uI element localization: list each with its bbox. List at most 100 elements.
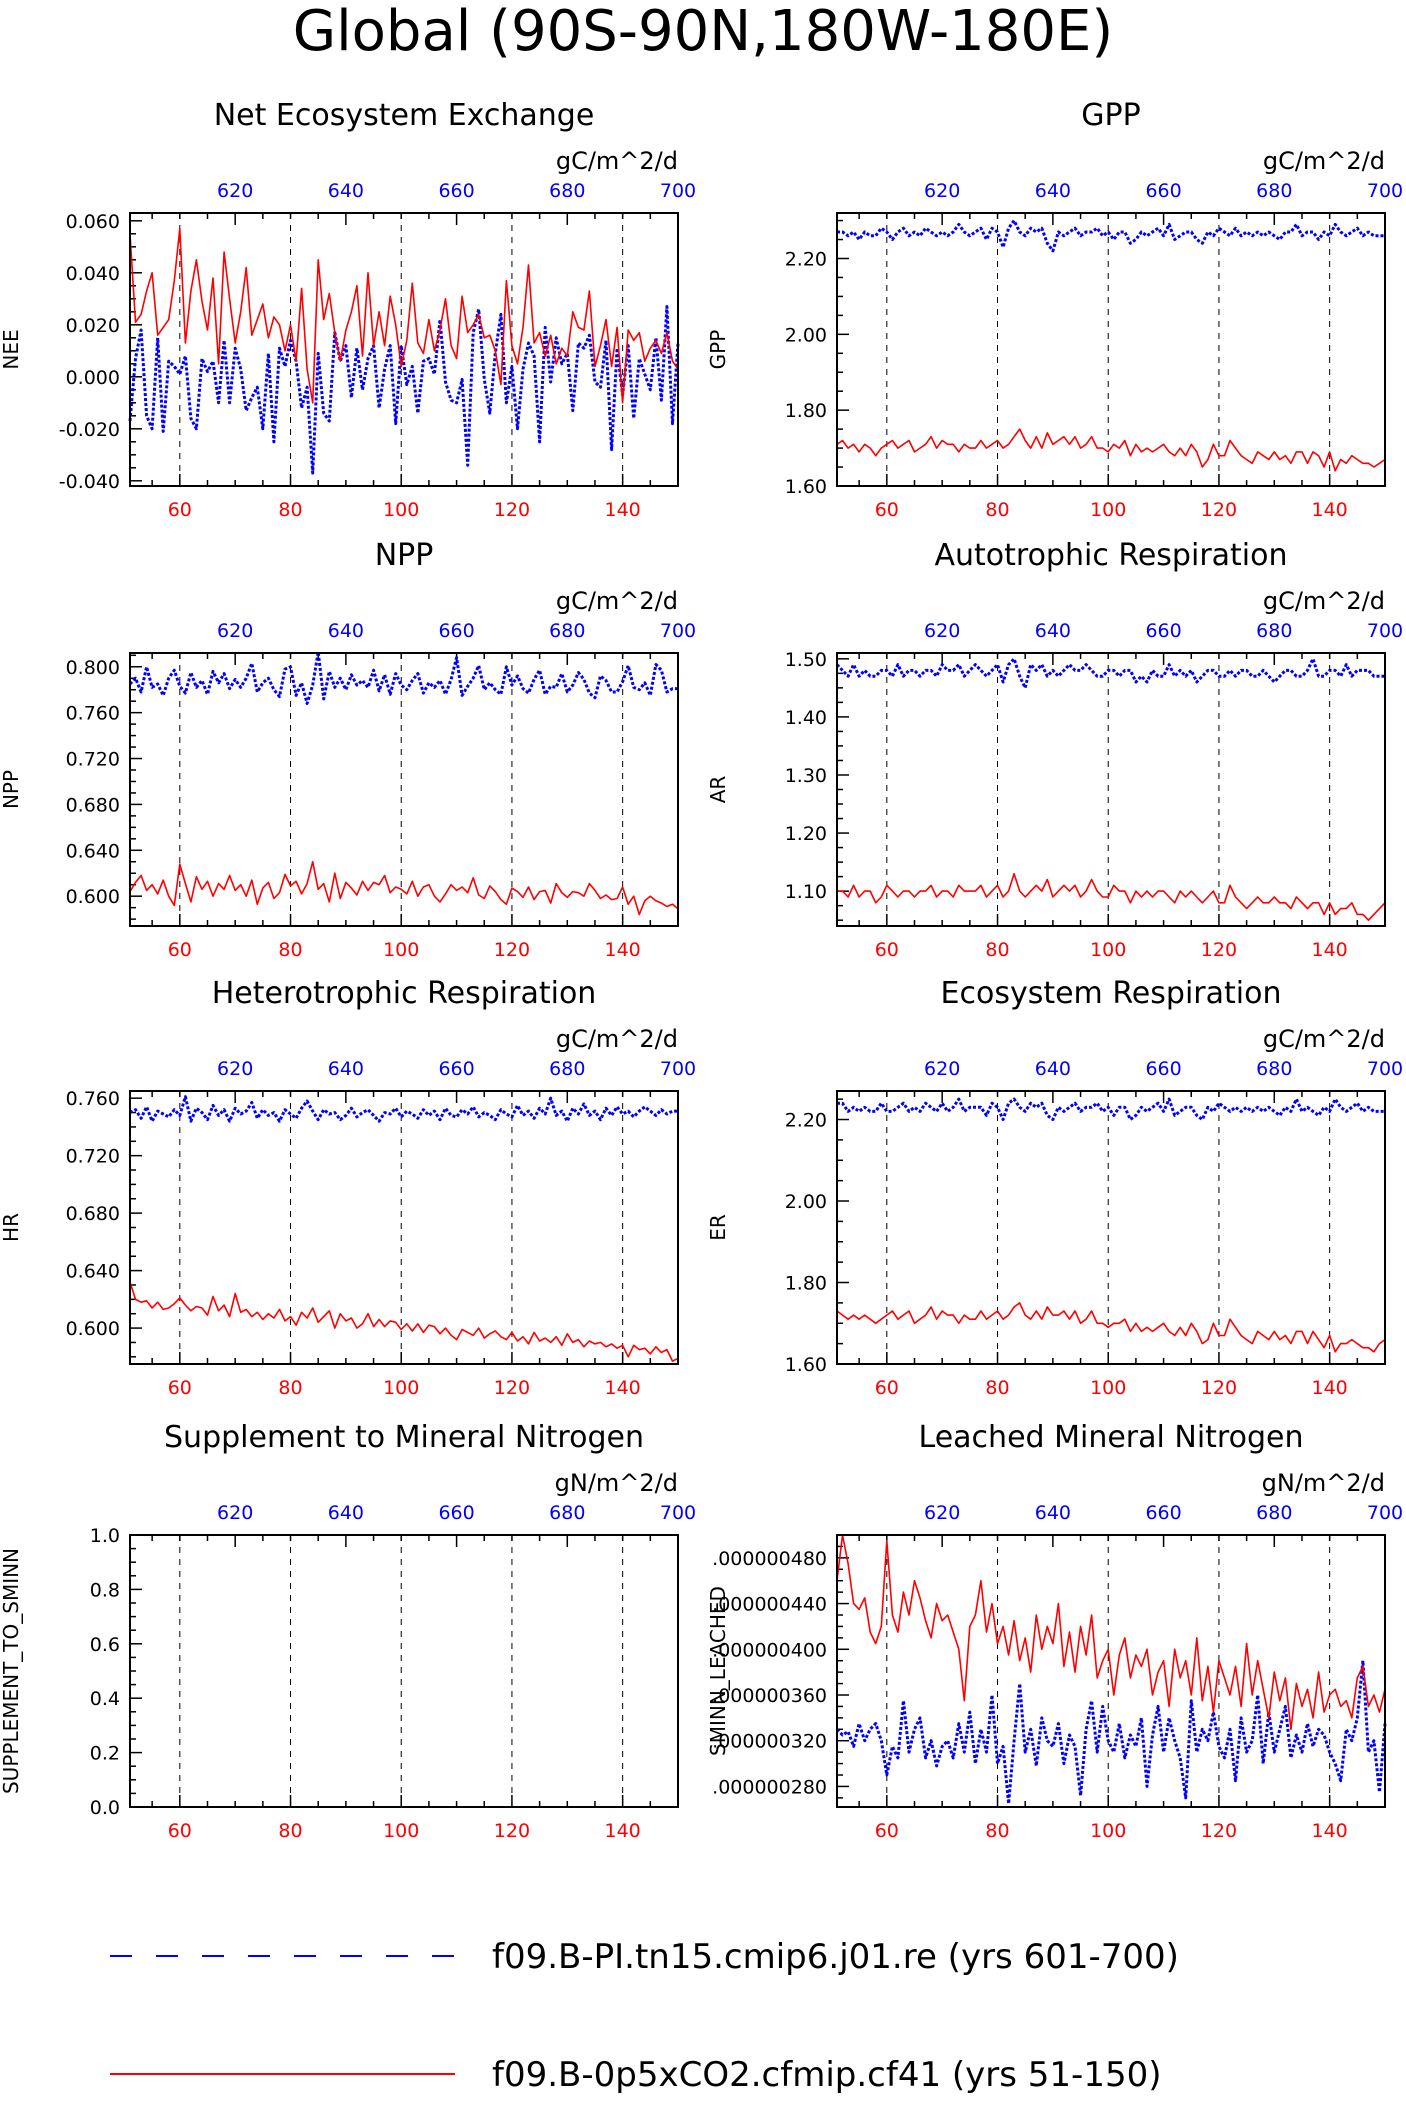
- series-line-case1: [835, 1659, 1387, 1806]
- x-tick-label-bottom: 60: [875, 1820, 899, 1842]
- y-tick-label: 0.6: [90, 1634, 120, 1656]
- x-tick-label-bottom: 100: [383, 939, 419, 961]
- x-tick-label-top: 640: [1035, 1502, 1071, 1524]
- series-line-case2: [837, 872, 1386, 922]
- legend-label-case2: f09.B-0p5xCO2.cfmip.cf41 (yrs 51-150): [492, 2055, 1161, 2095]
- x-tick-label-top: 660: [438, 1058, 474, 1080]
- x-tick-label-top: 640: [1035, 180, 1071, 202]
- chart-title: Net Ecosystem Exchange: [214, 98, 595, 133]
- y-tick-label: 1.40: [785, 707, 827, 729]
- x-tick-label-bottom: 140: [1312, 939, 1348, 961]
- x-tick-label-bottom: 60: [168, 1820, 192, 1842]
- plot-frame: [836, 1090, 1386, 1365]
- series-line-case1: [837, 219, 1385, 253]
- x-tick-label-bottom: 60: [168, 939, 192, 961]
- chart-title: Autotrophic Respiration: [934, 538, 1287, 573]
- x-tick-label-bottom: 100: [1090, 1377, 1126, 1399]
- series-line-case1: [128, 650, 678, 705]
- y-tick-label: 1.10: [785, 881, 827, 903]
- x-tick-label-bottom: 100: [383, 1820, 419, 1842]
- x-tick-label-bottom: 140: [605, 499, 641, 521]
- y-axis-label: NPP: [0, 770, 23, 809]
- y-tick-label: .000000360: [712, 1685, 827, 1707]
- x-tick-label-top: 620: [217, 1502, 253, 1524]
- x-tick-label-top: 640: [328, 1502, 364, 1524]
- y-tick-label: 0.020: [66, 315, 120, 337]
- y-axis-label: HR: [0, 1213, 23, 1242]
- y-tick-label: .000000320: [712, 1731, 827, 1753]
- units-label: gC/m^2/d: [1263, 147, 1385, 175]
- x-tick-label-top: 700: [1367, 1502, 1403, 1524]
- series-line-case2: [836, 1534, 1386, 1731]
- chart-panel: Supplement to Mineral Nitrogen gN/m^2/d SU…: [0, 1420, 696, 1842]
- x-tick-label-top: 640: [328, 1058, 364, 1080]
- series-line-case2: [129, 860, 679, 916]
- x-tick-label-bottom: 120: [494, 1377, 530, 1399]
- page-title: Global (90S-90N,180W-180E): [293, 0, 1114, 64]
- y-tick-label: 1.0: [90, 1525, 120, 1547]
- plot-frame: [129, 652, 679, 927]
- series-line-case2: [129, 227, 679, 404]
- y-axis-label: AR: [706, 776, 730, 804]
- y-tick-label: 1.50: [785, 649, 827, 671]
- x-tick-label-bottom: 120: [494, 939, 530, 961]
- y-tick-label: 0.760: [66, 1088, 120, 1110]
- x-tick-label-top: 700: [660, 1502, 696, 1524]
- y-tick-label: 1.60: [785, 476, 827, 498]
- y-axis-label: ER: [706, 1214, 730, 1241]
- y-tick-label: 0.8: [90, 1579, 120, 1601]
- x-tick-label-top: 620: [924, 180, 960, 202]
- x-tick-label-bottom: 80: [985, 499, 1009, 521]
- x-tick-label-top: 660: [1145, 1058, 1181, 1080]
- y-tick-label: 2.00: [785, 324, 827, 346]
- x-tick-label-top: 620: [924, 620, 960, 642]
- y-tick-label: -0.020: [59, 419, 120, 441]
- chart-title: Ecosystem Respiration: [941, 976, 1282, 1011]
- chart-title: Heterotrophic Respiration: [212, 976, 597, 1011]
- x-tick-label-bottom: 120: [494, 1820, 530, 1842]
- x-tick-label-top: 660: [1145, 180, 1181, 202]
- units-label: gN/m^2/d: [1262, 1469, 1385, 1497]
- units-label: gC/m^2/d: [556, 147, 678, 175]
- x-tick-label-top: 680: [1256, 180, 1292, 202]
- y-tick-label: .000000440: [712, 1594, 827, 1616]
- plot-frame: [129, 1534, 679, 1808]
- x-tick-label-bottom: 120: [1201, 499, 1237, 521]
- chart-title: Supplement to Mineral Nitrogen: [164, 1420, 644, 1455]
- y-tick-label: 2.00: [785, 1191, 827, 1213]
- x-tick-label-top: 700: [660, 620, 696, 642]
- y-tick-label: 2.20: [785, 1110, 827, 1132]
- series-line-case1: [129, 1095, 678, 1123]
- x-tick-label-bottom: 100: [1090, 499, 1126, 521]
- x-tick-label-top: 660: [1145, 1502, 1181, 1524]
- x-tick-label-bottom: 120: [1201, 1377, 1237, 1399]
- x-tick-label-bottom: 80: [278, 1377, 302, 1399]
- y-tick-label: 0.720: [66, 749, 120, 771]
- x-tick-label-top: 620: [217, 1058, 253, 1080]
- y-tick-label: 0.040: [66, 263, 120, 285]
- chart-title: NPP: [375, 538, 434, 573]
- y-tick-label: 0.800: [66, 657, 120, 679]
- x-tick-label-bottom: 140: [605, 1377, 641, 1399]
- chart-panel: NPP gC/m^2/d NPP 60 80 100 120 140 620 640 660 680 7…: [0, 538, 696, 961]
- y-tick-label: 0.600: [66, 886, 120, 908]
- x-tick-label-bottom: 80: [278, 1820, 302, 1842]
- x-tick-label-top: 620: [217, 620, 253, 642]
- x-tick-label-top: 680: [549, 180, 585, 202]
- series-line-case2: [129, 1281, 679, 1362]
- x-tick-label-bottom: 100: [383, 499, 419, 521]
- x-tick-label-top: 700: [1367, 180, 1403, 202]
- x-tick-label-top: 680: [549, 1058, 585, 1080]
- x-tick-label-bottom: 140: [605, 1820, 641, 1842]
- y-axis-label: NEE: [0, 329, 23, 369]
- y-tick-label: 0.600: [66, 1318, 120, 1340]
- chart-panel: Autotrophic Respiration gC/m^2/d AR 60 80 100…: [706, 538, 1403, 961]
- y-axis-label: GPP: [706, 330, 730, 370]
- y-tick-label: 1.80: [785, 1273, 827, 1295]
- x-tick-label-bottom: 80: [278, 499, 302, 521]
- x-tick-label-bottom: 140: [605, 939, 641, 961]
- y-tick-label: 0.640: [66, 840, 120, 862]
- y-tick-label: 0.000: [66, 367, 120, 389]
- y-axis-label: SMINN_LEACHED: [706, 1586, 730, 1756]
